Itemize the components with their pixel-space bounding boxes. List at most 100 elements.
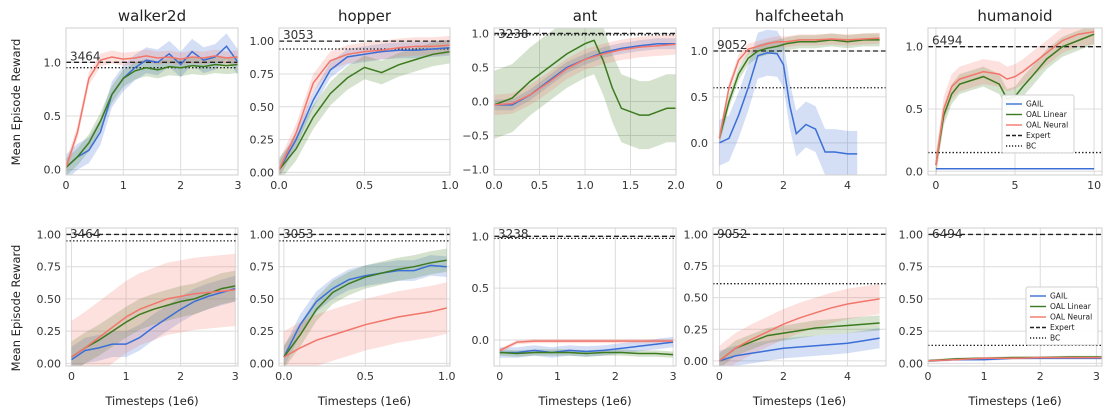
series-line-gail: [279, 46, 450, 171]
x-axis-label: Timesteps (1e6): [104, 394, 198, 408]
y-tick-label: 0.50: [899, 293, 924, 306]
legend-box: [1025, 286, 1099, 346]
panel-r2-c5: 0 1 2 3 0.00 0.25 0.50 0.75 1.00 6494 Timesteps (1…: [899, 227, 1103, 408]
plot-content: [279, 35, 450, 175]
x-tick-label: 4: [844, 179, 851, 192]
expert-value-label: 3464: [70, 227, 101, 241]
y-tick-label: 1.00: [250, 35, 275, 48]
legend-entry-label: BC: [1050, 334, 1060, 343]
y-tick-label: 1.0: [44, 56, 62, 69]
legend-entry-label: OAL Linear: [1026, 110, 1068, 119]
x-tick-label: 1.0: [576, 179, 594, 192]
x-tick-label: 2: [177, 179, 184, 192]
y-axis-label-row-1: Mean Episode Reward: [9, 39, 23, 166]
legend-entry-label: GAIL: [1026, 100, 1044, 109]
legend-entry-label: GAIL: [1050, 292, 1068, 301]
x-axis-label: Timesteps (1e6): [317, 394, 411, 408]
x-axis-label: Timesteps (1e6): [537, 394, 631, 408]
plot-area: [279, 228, 450, 366]
x-tick-label: 0.0: [275, 370, 293, 383]
y-tick-label: 0.25: [250, 325, 275, 338]
x-axis-label: Timesteps (1e6): [967, 394, 1061, 408]
x-tick-label: 0.5: [357, 370, 375, 383]
series-line-oal-neural: [718, 37, 880, 139]
panel-r2-c2: 0.0 0.5 1.0 0.00 0.25 0.50 0.75 1.00 3053 Timeste…: [250, 227, 456, 408]
x-tick-label: 0: [716, 370, 723, 383]
x-tick-label: 0: [496, 370, 503, 383]
y-tick-label: 0.25: [250, 134, 275, 147]
y-tick-label: 0.5: [906, 103, 924, 116]
confidence-band-oal-linear: [283, 248, 447, 366]
y-tick-label: 0.75: [684, 260, 709, 273]
y-tick-label: 1.00: [684, 228, 709, 241]
expert-value-label: 3053: [283, 227, 314, 241]
x-tick-label: 4: [844, 370, 851, 383]
panel-r1-c1: 0 1 2 3 0.0 0.5 1.0 3464 walker2d: [44, 7, 242, 192]
y-tick-label: −1.0: [462, 164, 489, 177]
y-tick-label: 0.0: [44, 164, 62, 177]
expert-value-label: 3464: [70, 49, 101, 63]
y-tick-label: 0.75: [37, 261, 62, 274]
x-tick-label: 0: [932, 179, 939, 192]
plot-content: [279, 233, 450, 366]
legend-entry-label: BC: [1026, 142, 1036, 151]
plot-content: [494, 28, 676, 150]
plot-area: [713, 228, 886, 366]
y-tick-label: 0.75: [250, 261, 275, 274]
y-tick-label: 1.0: [691, 45, 709, 58]
legend-entry-label: OAL Neural: [1050, 313, 1092, 322]
x-tick-label: 0: [925, 370, 932, 383]
plot-frame: [278, 227, 451, 367]
x-tick-label: 3: [670, 370, 677, 383]
panel-title: walker2d: [118, 7, 186, 25]
y-tick-label: 0.00: [250, 166, 275, 179]
confidence-band-oal-linear: [279, 39, 450, 175]
x-tick-label: 2: [780, 370, 787, 383]
x-tick-label: 10: [1087, 179, 1101, 192]
x-tick-label: 2.0: [667, 179, 685, 192]
y-tick-label: 1.00: [899, 228, 924, 241]
panel-title: humanoid: [977, 7, 1052, 25]
y-tick-label: 1.0: [472, 230, 490, 243]
y-tick-label: 0.5: [472, 61, 490, 74]
legend-entry-label: Expert: [1026, 131, 1051, 140]
panel-r2-c3: 0 1 2 3 0.0 0.5 1.0 3238 Timesteps (1e6): [472, 227, 677, 408]
confidence-band-oal-neural: [279, 35, 450, 175]
y-tick-label: 1.00: [37, 228, 62, 241]
x-tick-label: 2: [612, 370, 619, 383]
series-line-gail: [719, 337, 880, 362]
y-tick-label: 0.50: [250, 101, 275, 114]
expert-value-label: 3238: [498, 227, 529, 241]
x-tick-label: 1: [554, 370, 561, 383]
x-tick-label: 2: [1037, 370, 1044, 383]
y-tick-label: 0.00: [250, 357, 275, 370]
series-line-oal-neural: [283, 307, 447, 358]
y-tick-label: 0.75: [250, 68, 275, 81]
x-tick-label: 1: [123, 370, 130, 383]
confidence-band-oal-neural: [719, 32, 880, 144]
series-line-oal-neural: [279, 44, 450, 171]
panel-r2-c1: 0 1 2 3 0.00 0.25 0.50 0.75 1.00 3464 Timesteps (1…: [37, 227, 239, 408]
plot-area: [494, 228, 676, 366]
expert-value-label: 3053: [283, 28, 314, 42]
plot-frame: [927, 227, 1103, 367]
plot-frame: [712, 227, 887, 367]
panel-r2-c4: 0 2 4 0.00 0.25 0.50 0.75 1.00 9052 Timesteps (1e…: [684, 227, 887, 408]
series-line-oal-neural: [66, 55, 238, 168]
series-line-oal-linear: [279, 50, 450, 171]
series-line-oal-neural: [499, 340, 674, 352]
y-tick-label: 0.0: [906, 165, 924, 178]
y-axis-label-row-2: Mean Episode Reward: [9, 245, 23, 372]
y-tick-label: 0.5: [44, 110, 62, 123]
series-line-oal-linear: [718, 39, 880, 139]
y-tick-label: 0.25: [684, 323, 709, 336]
confidence-band-oal-neural: [494, 34, 676, 116]
panel-r1-c4: 0 2 4 0.0 0.5 1.0 9052 halfcheetah: [691, 7, 887, 192]
y-tick-label: 0.0: [472, 334, 490, 347]
series-line-gail: [283, 264, 447, 358]
plot-area: [66, 28, 238, 175]
x-tick-label: 0: [68, 370, 75, 383]
